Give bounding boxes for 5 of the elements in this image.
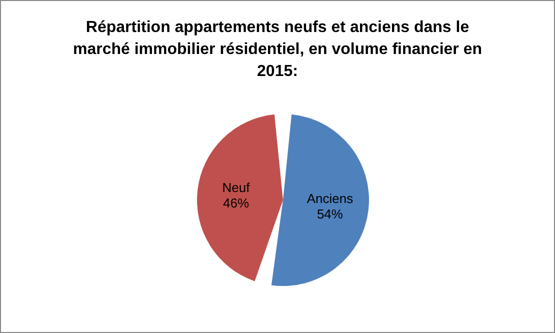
slice-label: Neuf bbox=[222, 180, 250, 195]
chart-title: Répartition appartements neufs et anciens dans le marché immobilier résidentiel, en volume financier en 2015: bbox=[72, 19, 482, 80]
data-label: 54% bbox=[316, 206, 344, 222]
data-label: 46% bbox=[223, 195, 250, 210]
slice-label: Anciens bbox=[306, 190, 354, 206]
